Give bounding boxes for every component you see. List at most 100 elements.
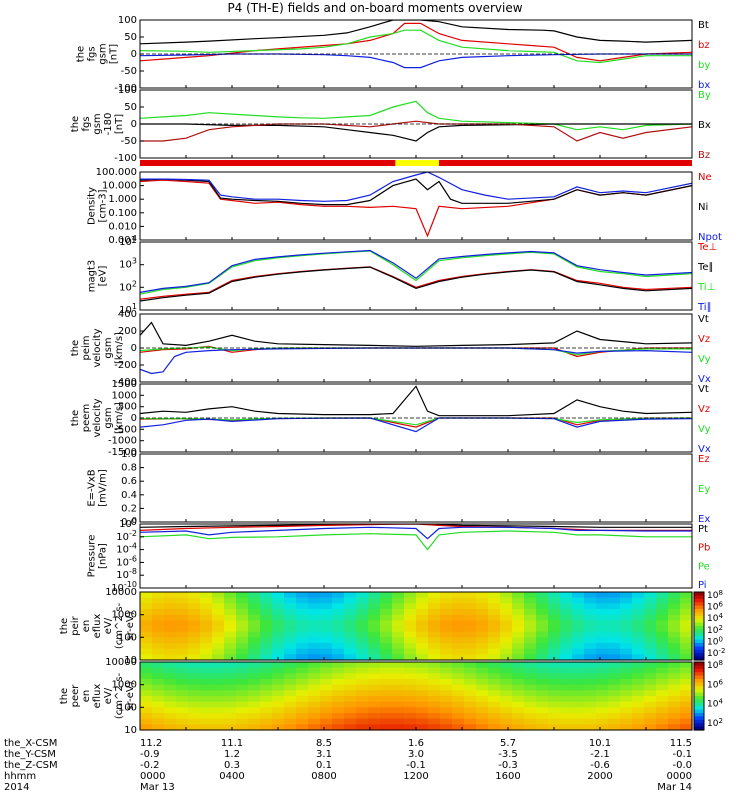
heatmap-cell (632, 648, 645, 655)
heatmap-cell (188, 620, 201, 627)
heatmap-cell (368, 631, 381, 638)
heatmap-cell (200, 690, 213, 697)
heatmap-cell (176, 673, 189, 680)
heatmap-cell (368, 673, 381, 680)
x-axis-value: -0.9 (140, 749, 160, 760)
heatmap-cell (224, 667, 237, 674)
heatmap-cell (200, 626, 213, 633)
colorbar-segment (694, 668, 704, 673)
heatmap-cell (524, 696, 537, 703)
y-label-efield: E=-VxB [mV/m] (87, 469, 109, 507)
heatmap-cell (548, 631, 561, 638)
heatmap-cell (344, 620, 357, 627)
figure-title: P4 (TH-E) fields and on-board moments ov… (227, 1, 522, 15)
heatmap-cell (548, 643, 561, 650)
heatmap-cell (392, 626, 405, 633)
heatmap-cell (500, 654, 513, 661)
heatmap-cell (476, 643, 489, 650)
heatmap-cell (164, 662, 177, 669)
legend-label: By (698, 90, 711, 101)
heatmap-cell (452, 684, 465, 691)
heatmap-cell (392, 648, 405, 655)
heatmap-cell (632, 614, 645, 621)
heatmap-cell (488, 684, 501, 691)
heatmap-cell (272, 684, 285, 691)
heatmap-cell (248, 707, 261, 714)
x-axis-value: 0.3 (224, 760, 240, 771)
legend-label: Ti∥ (697, 302, 712, 313)
colorbar-segment (694, 662, 704, 666)
colorbar-segment (694, 685, 704, 690)
heatmap-cell (404, 592, 417, 599)
heatmap-cell (464, 724, 477, 731)
heatmap-cell (428, 684, 441, 691)
heatmap-cell (416, 679, 429, 686)
y-ticks-peir_flux: 10000 1000 100 10 (105, 587, 144, 666)
y-ticks-peim_velocity: 400 200 0 -200 -400 (114, 309, 144, 388)
heatmap-cell (164, 718, 177, 725)
heatmap-cell (320, 690, 333, 697)
y-label-line: en (81, 690, 92, 703)
heatmap-cell (188, 597, 201, 604)
colorbar-segment (694, 649, 704, 654)
heatmap-cell (332, 648, 345, 655)
panel-efield: Ez Ey Ex 1.0 0.8 0.6 0.4 0.2 0.0 E=-VxB [mV/m] (87, 449, 711, 528)
y-label-line: fgs (81, 116, 92, 131)
heatmap-cell (308, 603, 321, 610)
heatmap-cell (680, 654, 693, 661)
heatmap-cell (416, 654, 429, 661)
colorbar-tick-label: 10-2 (707, 647, 725, 659)
heatmap-cell (644, 654, 657, 661)
heatmap-cell (272, 620, 285, 627)
heatmap-cell (416, 724, 429, 731)
heatmap-cell (488, 673, 501, 680)
heatmap-cell (656, 690, 669, 697)
heatmap-cell (308, 631, 321, 638)
heatmap-cell (368, 603, 381, 610)
heatmap-cell (212, 707, 225, 714)
heatmap-cell (500, 614, 513, 621)
heatmap-cell (608, 631, 621, 638)
heatmap-cell (176, 679, 189, 686)
heatmap-cell (344, 648, 357, 655)
heatmap-cell (164, 654, 177, 661)
y-label-line: the (70, 116, 81, 132)
heatmap-cell (224, 679, 237, 686)
legend-density: Ne Ni Npot (698, 172, 722, 243)
heatmap-cell (668, 603, 681, 610)
heatmap-cell (608, 673, 621, 680)
heatmap-cell (152, 662, 165, 669)
heatmap-cell (452, 713, 465, 720)
heatmap-cell (620, 648, 633, 655)
heatmap-cell (152, 643, 165, 650)
heatmap-cell (284, 696, 297, 703)
heatmap-cell (488, 679, 501, 686)
heatmap-cell (464, 620, 477, 627)
heatmap-cell (572, 648, 585, 655)
heatmap-cell (512, 696, 525, 703)
legend-label: Ez (698, 454, 710, 465)
heatmap-cell (524, 609, 537, 616)
heatmap-cell (476, 684, 489, 691)
colorbar-segment (694, 643, 704, 647)
heatmap-cell (272, 637, 285, 644)
heatmap-cell (416, 597, 429, 604)
colorbar-frame (693, 661, 705, 731)
heatmap-cell (236, 701, 249, 708)
heatmap-cell (140, 626, 153, 633)
heatmap-cell (548, 609, 561, 616)
heatmap-cell (404, 701, 417, 708)
heatmap-cell (632, 679, 645, 686)
y-label-line: [km/s] (114, 332, 125, 364)
heatmap-cell (392, 592, 405, 599)
series-line-pressure-2 (140, 530, 692, 551)
heatmap-cell (524, 684, 537, 691)
heatmap-cell (332, 637, 345, 644)
heatmap-cell (464, 597, 477, 604)
heatmap-cell (140, 679, 153, 686)
heatmap-cell (560, 614, 573, 621)
heatmap-cell (644, 648, 657, 655)
panel-peim_velocity: Vt Vz Vy Vx 400 200 0 -200 -400 the peim velocity gs… (70, 309, 711, 388)
heatmap-cell (380, 603, 393, 610)
heatmap-cell (296, 673, 309, 680)
